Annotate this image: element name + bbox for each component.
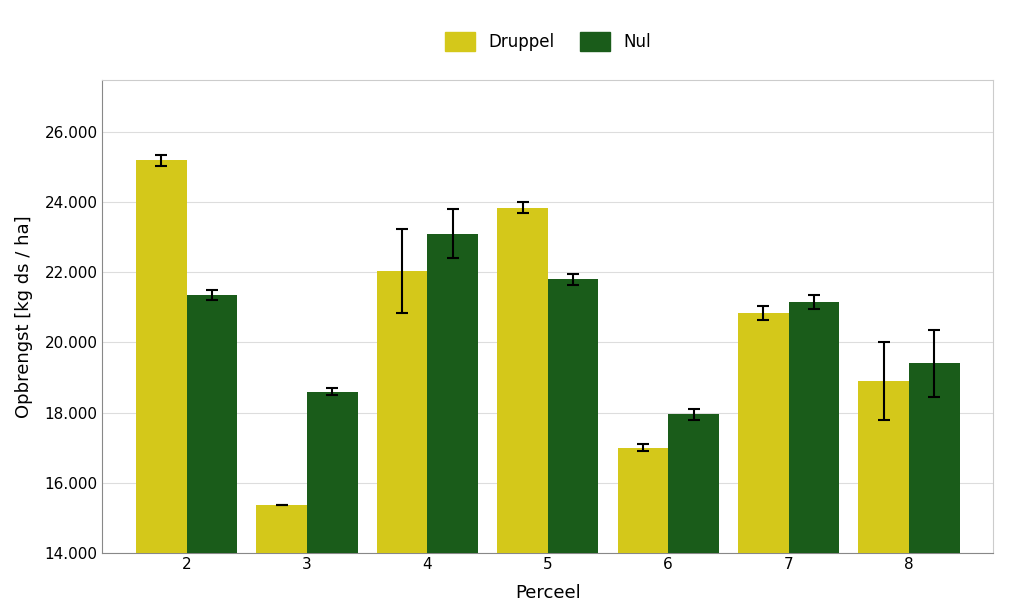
Legend: Druppel, Nul: Druppel, Nul xyxy=(437,24,658,60)
Bar xyxy=(377,271,427,614)
Bar xyxy=(498,208,548,614)
Bar xyxy=(427,234,478,614)
Bar xyxy=(136,160,186,614)
Bar xyxy=(858,381,909,614)
Bar xyxy=(669,414,719,614)
X-axis label: Perceel: Perceel xyxy=(515,583,581,602)
Bar xyxy=(307,392,357,614)
Bar xyxy=(788,302,840,614)
Bar xyxy=(738,313,788,614)
Y-axis label: Opbrengst [kg ds / ha]: Opbrengst [kg ds / ha] xyxy=(15,215,34,418)
Bar xyxy=(909,363,959,614)
Bar xyxy=(256,505,307,614)
Bar xyxy=(548,279,598,614)
Bar xyxy=(617,448,669,614)
Bar xyxy=(186,295,238,614)
